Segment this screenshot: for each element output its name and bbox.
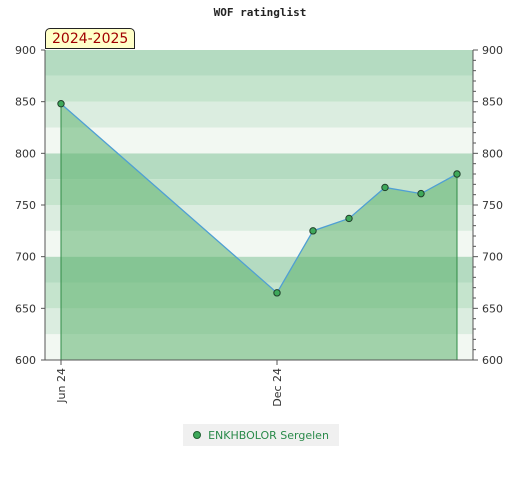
background-band <box>45 50 473 76</box>
y-axis-right: 600 650 700 750 800 850 900 <box>472 44 503 367</box>
y-tick-label-right: 600 <box>482 354 503 367</box>
legend[interactable]: ENKHBOLOR Sergelen <box>183 424 339 446</box>
y-tick-label-left: 850 <box>15 96 36 109</box>
chart-title: WOF ratinglist <box>213 6 307 19</box>
data-point <box>417 189 425 198</box>
data-point <box>273 289 281 297</box>
data-point <box>309 227 317 235</box>
y-tick-label-left: 650 <box>15 302 36 315</box>
y-tick-label-left: 900 <box>15 44 36 57</box>
y-tick-label-left: 700 <box>15 251 36 264</box>
series-area <box>61 103 457 360</box>
data-point <box>381 183 389 192</box>
legend-marker-icon <box>193 431 202 439</box>
season-badge: 2024-2025 <box>45 28 136 49</box>
y-tick-label-right: 850 <box>482 96 503 109</box>
data-point <box>57 100 65 108</box>
background-band <box>45 75 473 102</box>
x-tick-label: Jun 24 <box>55 368 68 404</box>
y-tick-label-right: 650 <box>482 302 503 315</box>
y-tick-label-right: 750 <box>482 199 503 212</box>
y-tick-label-right: 800 <box>482 147 503 160</box>
legend-label: ENKHBOLOR Sergelen <box>208 428 329 442</box>
background-band <box>45 127 473 154</box>
x-tick-label: Dec 24 <box>271 368 284 407</box>
x-axis: Jun 24 Dec 24 <box>45 359 473 407</box>
y-tick-label-left: 800 <box>15 147 36 160</box>
y-tick-label-left: 600 <box>15 354 36 367</box>
background-band <box>45 101 473 128</box>
y-tick-label-right: 900 <box>482 44 503 57</box>
data-point <box>345 214 353 223</box>
y-tick-label-right: 700 <box>482 251 503 264</box>
y-axis-left: 600 650 700 750 800 850 900 <box>15 44 46 367</box>
y-tick-label-left: 750 <box>15 199 36 212</box>
data-point <box>453 170 461 178</box>
data-markers <box>57 100 461 297</box>
